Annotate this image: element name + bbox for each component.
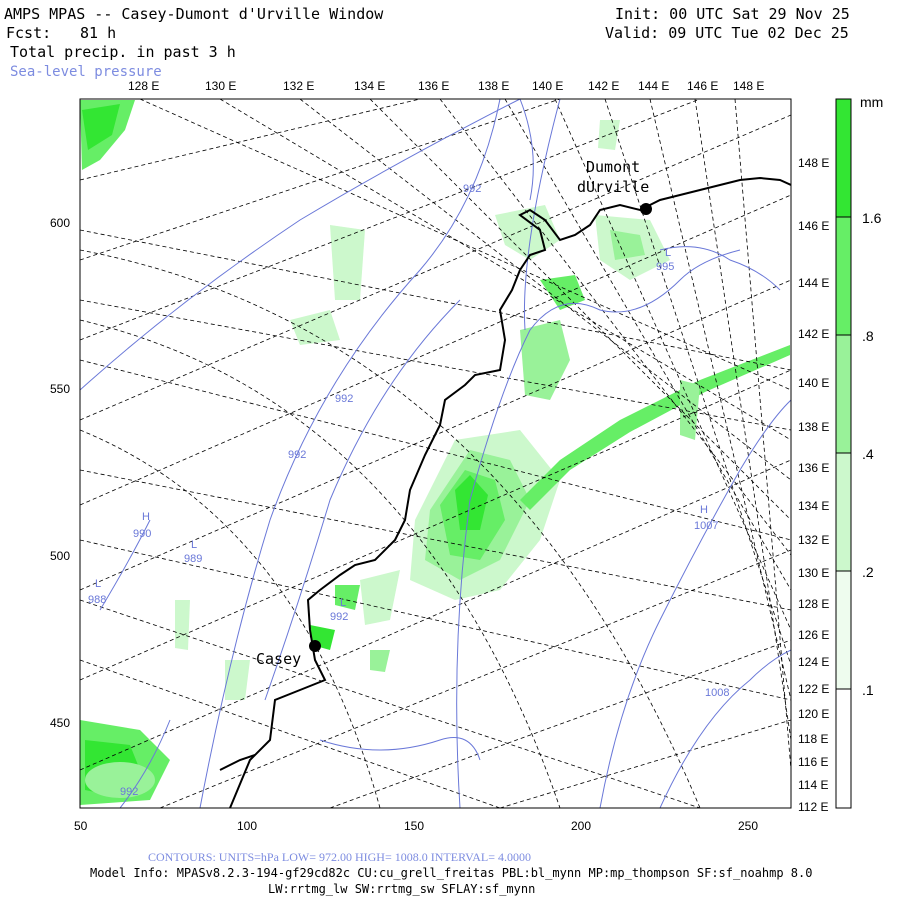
colorbar-label: .1 bbox=[862, 682, 874, 698]
right-tick-label: 114 E bbox=[798, 778, 828, 792]
casey-station-marker bbox=[309, 640, 321, 652]
bottom-axis-labels: 50 100 150 200 250 bbox=[74, 819, 758, 833]
top-tick-label: 132 E bbox=[283, 79, 314, 93]
slp-contours bbox=[80, 99, 791, 808]
top-tick-label: 130 E bbox=[205, 79, 236, 93]
right-tick-label: 134 E bbox=[798, 499, 829, 513]
contour-label: 992 bbox=[330, 611, 348, 623]
right-tick-label: 122 E bbox=[798, 682, 829, 696]
right-tick-label: 124 E bbox=[798, 655, 829, 669]
right-tick-label: 120 E bbox=[798, 707, 829, 721]
right-tick-label: 112 E bbox=[798, 800, 828, 814]
right-tick-label: 146 E bbox=[798, 219, 829, 233]
right-tick-label: 144 E bbox=[798, 276, 829, 290]
field-precip-label: Total precip. in past 3 h bbox=[10, 43, 236, 61]
left-tick-label: 450 bbox=[50, 716, 70, 730]
bottom-tick-label: 250 bbox=[738, 819, 758, 833]
low-center-marker: L bbox=[191, 539, 197, 551]
colorbar-label: .2 bbox=[862, 564, 874, 580]
contour-label: 992 bbox=[463, 183, 481, 195]
right-tick-label: 132 E bbox=[798, 533, 829, 547]
right-tick-label: 118 E bbox=[798, 732, 828, 746]
dumont-durville-station-marker bbox=[640, 203, 652, 215]
low-center-marker: L bbox=[95, 578, 101, 590]
top-tick-label: 144 E bbox=[638, 79, 669, 93]
bottom-tick-label: 100 bbox=[237, 819, 257, 833]
left-axis-labels: 600 550 500 450 bbox=[50, 216, 70, 730]
field-slp-label: Sea-level pressure bbox=[10, 64, 162, 80]
top-tick-label: 138 E bbox=[478, 79, 509, 93]
top-tick-label: 142 E bbox=[588, 79, 619, 93]
right-tick-label: 126 E bbox=[798, 628, 829, 642]
high-center-marker: H bbox=[142, 511, 150, 523]
top-tick-label: 146 E bbox=[687, 79, 718, 93]
model-info: Model Info: MPASv8.2.3-194-gf29cd82c CU:… bbox=[90, 866, 812, 880]
casey-station-label: Casey bbox=[256, 650, 301, 668]
colorbar-label: .8 bbox=[862, 328, 874, 344]
bottom-tick-label: 200 bbox=[571, 819, 591, 833]
low-center-marker: L bbox=[665, 247, 671, 259]
low-center-marker: L bbox=[340, 597, 346, 609]
colorbar-segment bbox=[836, 571, 851, 689]
left-tick-label: 500 bbox=[50, 549, 70, 563]
precip-shading bbox=[80, 100, 790, 805]
right-tick-label: 136 E bbox=[798, 461, 829, 475]
right-tick-label: 138 E bbox=[798, 420, 829, 434]
contour-label: 995 bbox=[656, 261, 674, 273]
top-tick-label: 134 E bbox=[354, 79, 385, 93]
colorbar-segment bbox=[836, 453, 851, 571]
graticule bbox=[80, 99, 791, 808]
top-tick-label: 136 E bbox=[418, 79, 449, 93]
contour-label: 989 bbox=[184, 553, 202, 565]
contour-label: 992 bbox=[335, 393, 353, 405]
right-tick-label: 148 E bbox=[798, 156, 829, 170]
map-area: 992 992 992 992 992 995 990 989 988 1007… bbox=[80, 99, 791, 808]
colorbar-segment bbox=[836, 99, 851, 217]
top-axis-labels: 128 E 130 E 132 E 134 E 136 E 138 E 140 … bbox=[128, 79, 764, 93]
precip-colorbar: mm 1.6 .8 .4 .2 .1 bbox=[835, 94, 883, 809]
right-tick-label: 140 E bbox=[798, 376, 829, 390]
colorbar-segment bbox=[836, 335, 851, 453]
right-axis-labels: 148 E 146 E 144 E 142 E 140 E 138 E 136 … bbox=[798, 156, 829, 814]
contour-label: 988 bbox=[88, 594, 106, 606]
contour-label: 1007 bbox=[694, 520, 718, 532]
forecast-label: Fcst: bbox=[6, 24, 51, 42]
left-tick-label: 600 bbox=[50, 216, 70, 230]
contour-info: CONTOURS: UNITS=hPa LOW= 972.00 HIGH= 10… bbox=[148, 850, 531, 864]
right-tick-label: 142 E bbox=[798, 327, 829, 341]
colorbar-segment bbox=[836, 217, 851, 335]
right-tick-label: 116 E bbox=[798, 755, 828, 769]
top-tick-label: 140 E bbox=[532, 79, 563, 93]
colorbar-segment bbox=[836, 689, 851, 808]
contour-label: 990 bbox=[133, 528, 151, 540]
bottom-tick-label: 50 bbox=[74, 819, 88, 833]
colorbar-unit: mm bbox=[860, 94, 883, 110]
left-tick-label: 550 bbox=[50, 382, 70, 396]
top-tick-label: 128 E bbox=[128, 79, 159, 93]
model-info-physics: LW:rrtmg_lw SW:rrtmg_sw SFLAY:sf_mynn bbox=[268, 882, 535, 896]
map-border bbox=[79, 98, 792, 809]
forecast-hour: 81 h bbox=[80, 24, 116, 42]
dumont-station-label: Dumont bbox=[586, 158, 640, 176]
durville-station-label: dUrville bbox=[577, 178, 649, 196]
contour-label: 1008 bbox=[705, 687, 729, 699]
colorbar-label: .4 bbox=[862, 446, 874, 462]
plot-title: AMPS MPAS -- Casey-Dumont d'Urville Wind… bbox=[4, 5, 384, 23]
top-tick-label: 148 E bbox=[733, 79, 764, 93]
bottom-tick-label: 150 bbox=[404, 819, 424, 833]
valid-time: Valid: 09 UTC Tue 02 Dec 25 bbox=[605, 24, 849, 42]
colorbar-label: 1.6 bbox=[862, 210, 882, 226]
right-tick-label: 130 E bbox=[798, 566, 829, 580]
right-tick-label: 128 E bbox=[798, 597, 829, 611]
high-center-marker: H bbox=[700, 504, 708, 516]
contour-label: 992 bbox=[120, 786, 138, 798]
init-time: Init: 00 UTC Sat 29 Nov 25 bbox=[615, 5, 850, 23]
contour-label: 992 bbox=[288, 449, 306, 461]
